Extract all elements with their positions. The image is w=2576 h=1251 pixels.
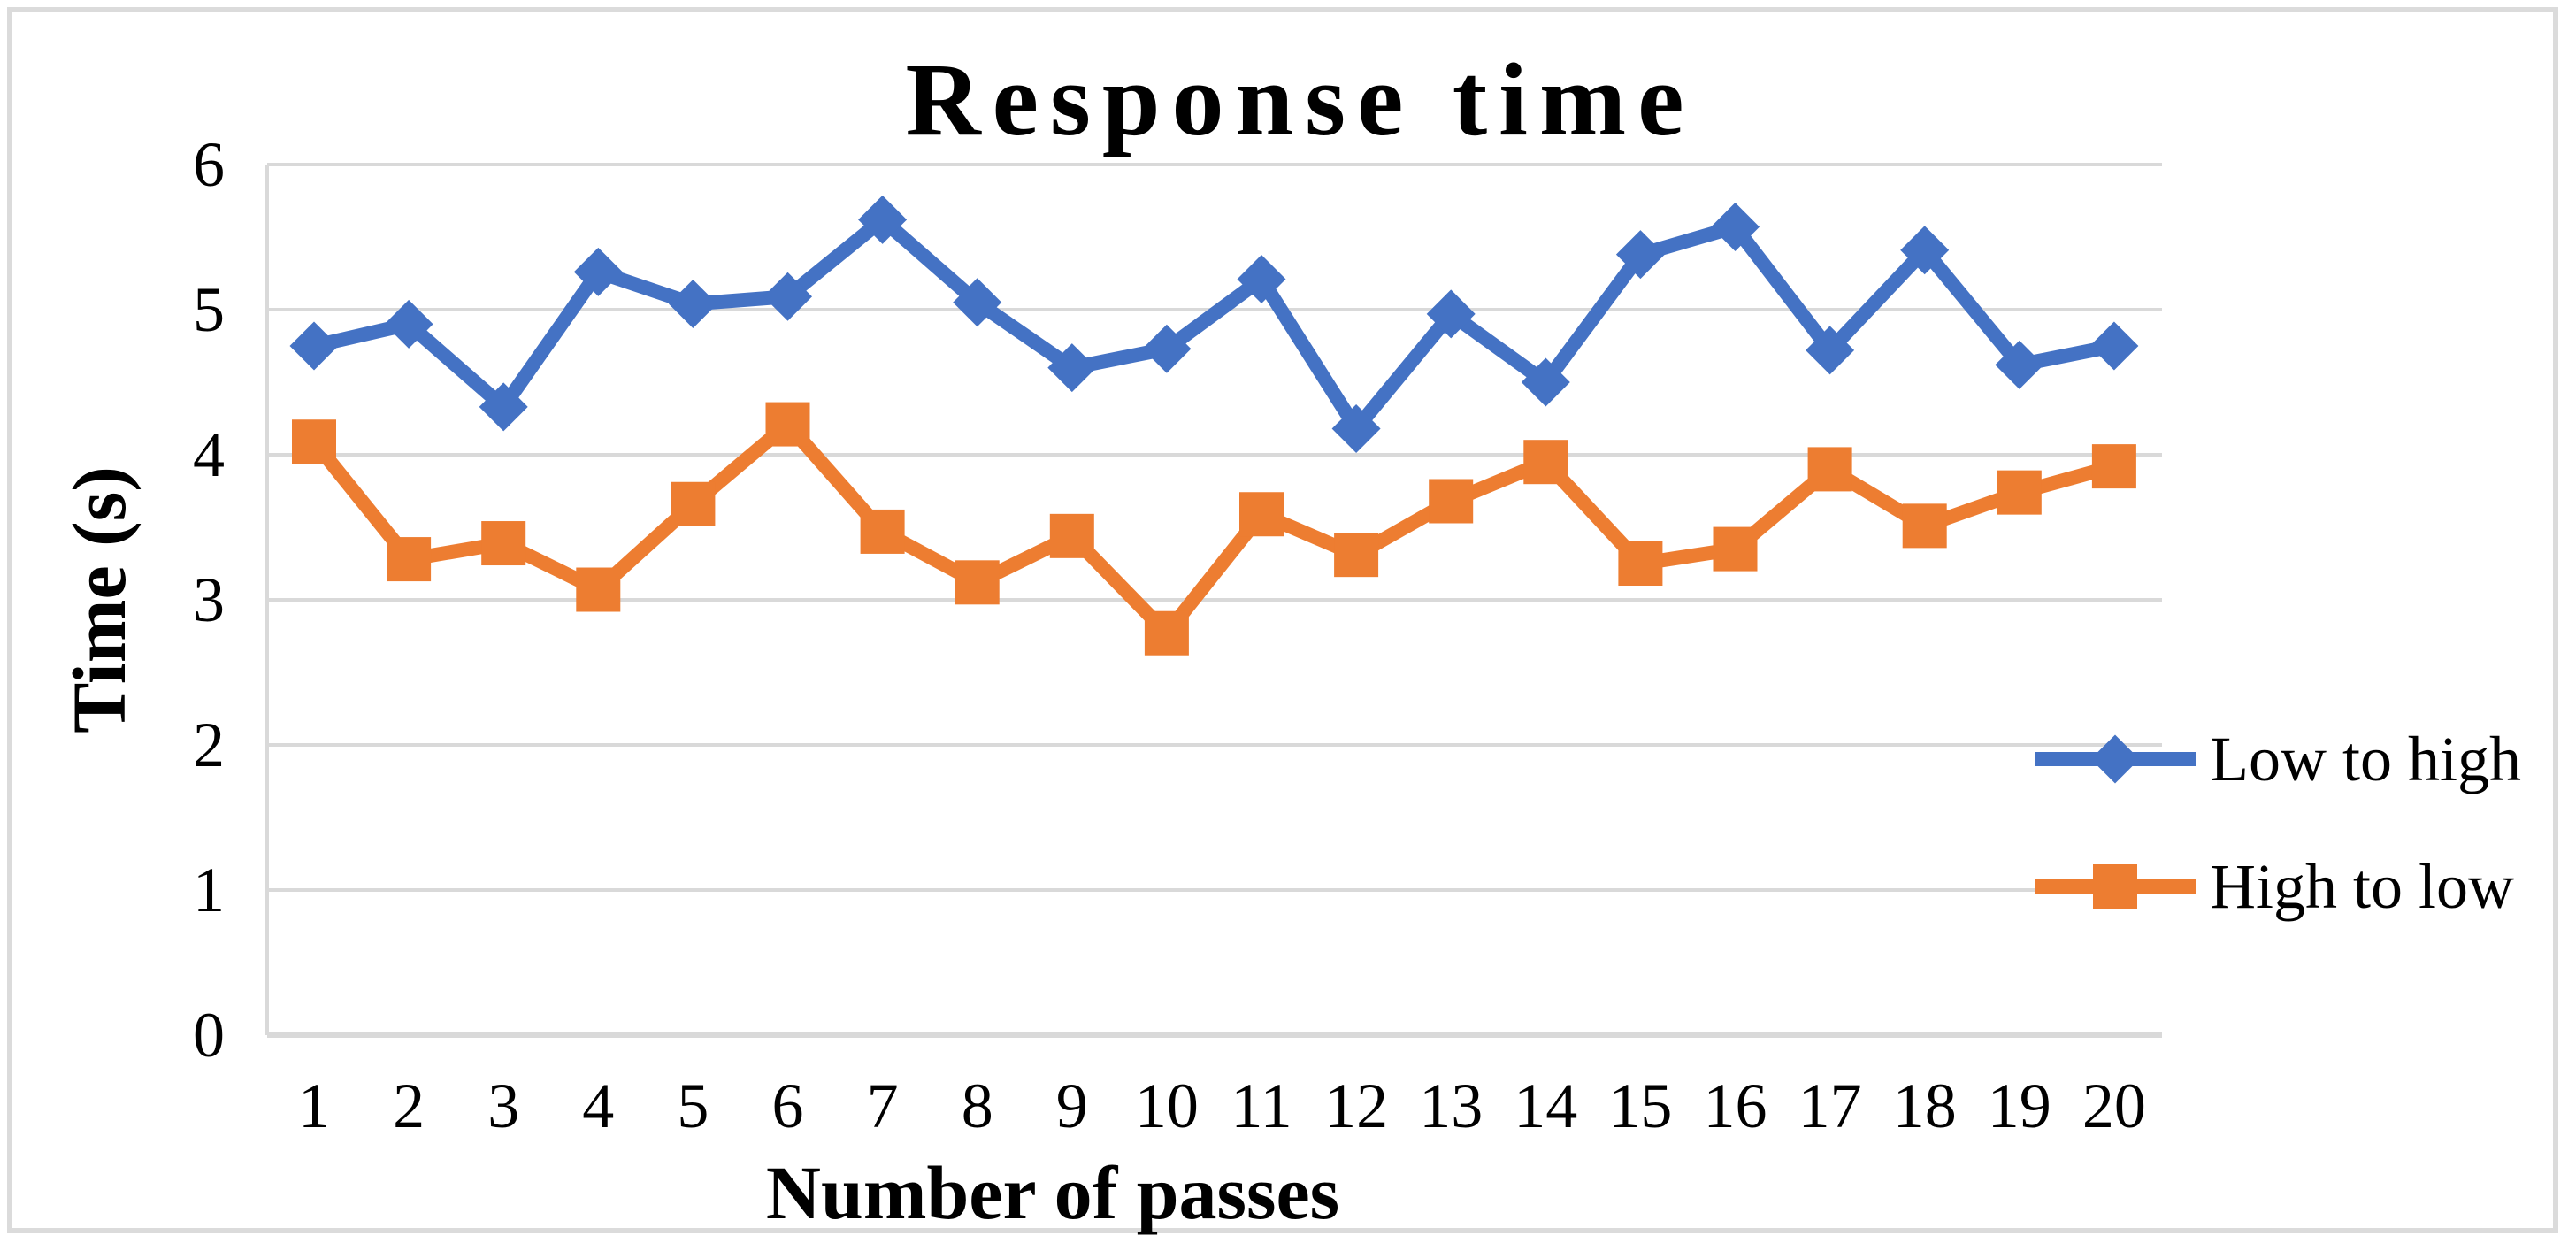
data-point-marker (479, 382, 528, 432)
x-tick-label: 11 (1230, 1071, 1292, 1141)
x-tick-label: 14 (1514, 1071, 1578, 1141)
data-point-marker (1144, 610, 1189, 656)
data-point-marker (1237, 255, 1286, 304)
y-tick-label: 1 (193, 855, 225, 925)
y-tick-label: 4 (193, 419, 225, 490)
data-point-marker (1615, 230, 1665, 280)
series-line-diamond (312, 212, 2116, 436)
x-tick-label: 10 (1134, 1071, 1199, 1141)
data-point-marker (1713, 526, 1758, 572)
x-tick-label: 20 (2082, 1071, 2146, 1141)
data-point-marker (1900, 226, 1950, 275)
x-tick-label: 7 (866, 1071, 899, 1141)
chart-title: Response time (905, 42, 1696, 157)
x-axis-title: Number of passes (765, 1150, 1340, 1235)
data-point-marker (1142, 324, 1192, 373)
x-tick-label: 17 (1798, 1071, 1862, 1141)
data-point-marker (384, 299, 433, 349)
x-tick-label: 13 (1419, 1071, 1484, 1141)
x-tick-label: 6 (771, 1071, 804, 1141)
data-point-marker (1807, 447, 1852, 492)
data-point-marker (2091, 444, 2136, 489)
x-tick-label: 4 (582, 1071, 615, 1141)
data-point-marker (1523, 440, 1568, 485)
x-tick-label: 5 (677, 1071, 709, 1141)
x-tick-label: 3 (487, 1071, 520, 1141)
data-point-marker (858, 195, 908, 244)
legend-marker-diamond (2090, 734, 2140, 784)
data-point-marker (1711, 203, 1760, 252)
x-tick-label: 1 (298, 1071, 330, 1141)
legend-label: Low to high (2210, 724, 2521, 794)
data-point-marker (576, 567, 621, 612)
data-point-marker (765, 402, 810, 447)
y-tick-label: 2 (193, 710, 225, 780)
x-tick-label: 19 (1987, 1071, 2051, 1141)
data-point-marker (1995, 340, 2044, 389)
x-tick-label: 8 (961, 1071, 993, 1141)
data-point-marker (1429, 479, 1474, 524)
data-point-marker (1521, 357, 1570, 407)
legend-label: High to low (2210, 851, 2515, 922)
data-point-marker (1997, 470, 2042, 515)
data-point-marker (953, 278, 1002, 327)
data-point-marker (1331, 403, 1381, 453)
legend-marker-square (2093, 864, 2137, 909)
data-point-marker (387, 537, 432, 582)
data-point-marker (292, 419, 336, 464)
data-point-marker (954, 560, 1000, 605)
x-tick-label: 18 (1892, 1071, 1957, 1141)
x-tick-label: 9 (1055, 1071, 1088, 1141)
data-point-marker (668, 279, 717, 328)
x-tick-label: 15 (1608, 1071, 1673, 1141)
data-point-marker (1334, 533, 1379, 578)
data-point-marker (763, 272, 812, 321)
data-point-marker (573, 247, 623, 296)
data-point-marker (671, 481, 716, 526)
data-point-marker (1806, 326, 1855, 375)
x-tick-label: 16 (1703, 1071, 1767, 1141)
y-tick-label: 0 (193, 1000, 225, 1071)
y-tick-label: 3 (193, 564, 225, 635)
data-point-marker (2089, 321, 2139, 371)
data-point-marker (481, 521, 526, 566)
figure-border (7, 7, 2558, 1233)
data-point-marker (1239, 492, 1284, 537)
y-tick-label: 6 (193, 129, 225, 200)
data-point-marker (1049, 513, 1094, 558)
data-point-marker (1426, 289, 1476, 339)
data-point-marker (1902, 503, 1947, 549)
data-point-marker (860, 509, 905, 554)
data-point-marker (289, 321, 339, 371)
data-point-marker (1618, 541, 1663, 586)
data-point-marker (1047, 343, 1097, 393)
x-tick-label: 12 (1324, 1071, 1389, 1141)
x-tick-label: 2 (393, 1071, 426, 1141)
y-tick-label: 5 (193, 274, 225, 345)
